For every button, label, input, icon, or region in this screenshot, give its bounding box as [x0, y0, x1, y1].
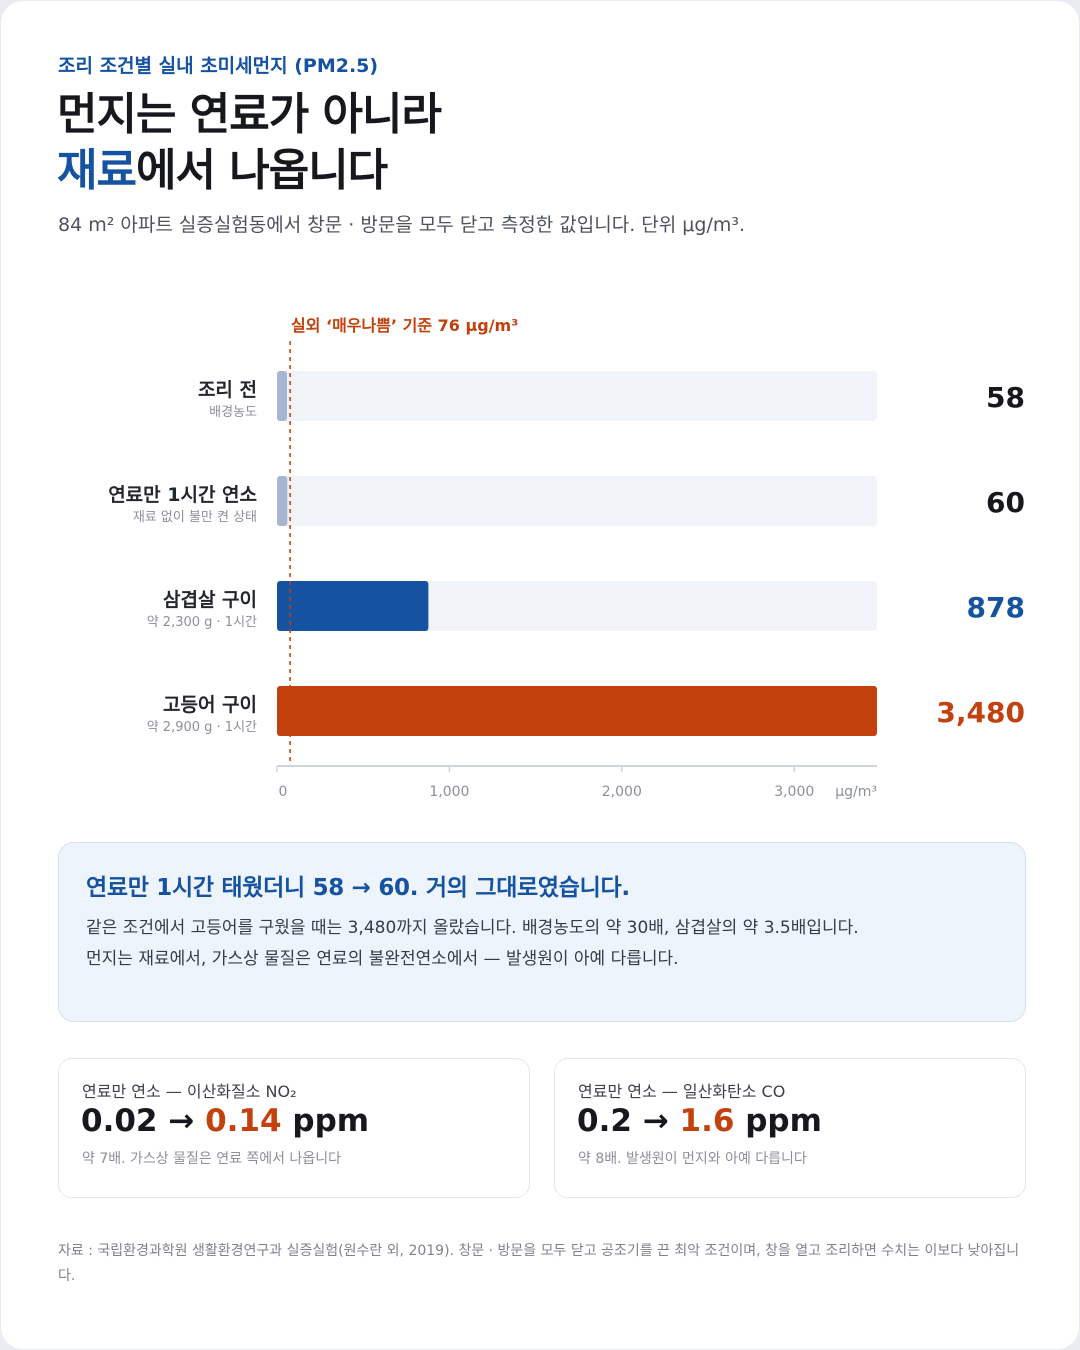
arrow-right-icon: → — [168, 1103, 194, 1139]
stat-title: 연료만 연소 — 일산화탄소 CO — [578, 1078, 785, 1102]
bar-sublabel: 재료 없이 불만 켠 상태 — [133, 510, 257, 525]
stat-card-no2: 연료만 연소 — 이산화질소 NO₂ 0.02 → 0.14 ppm 약 7배.… — [58, 1058, 530, 1198]
stat-from: 0.02 — [81, 1103, 158, 1139]
stat-from: 0.2 — [577, 1103, 632, 1139]
stat-value: 0.02 → 0.14 ppm — [81, 1103, 369, 1139]
headline-accent: 재료 — [57, 145, 136, 196]
stat-value: 0.2 → 1.6 ppm — [577, 1103, 822, 1139]
bar-label: 삼겹살 구이 — [163, 589, 257, 611]
x-tick-label: 0 — [279, 784, 288, 800]
stat-to: 1.6 — [680, 1103, 735, 1139]
callout-body-line-1: 같은 조건에서 고등어를 구웠을 때는 3,480까지 올랐습니다. 배경농도의… — [86, 913, 859, 944]
bar-sublabel: 약 2,900 g · 1시간 — [147, 720, 257, 735]
stat-to: 0.14 — [205, 1103, 282, 1139]
stat-unit: ppm — [745, 1103, 822, 1139]
bar — [277, 581, 428, 631]
headline-line-1: 먼지는 연료가 아니라 — [57, 87, 441, 143]
x-tick-label: 3,000 — [774, 784, 814, 800]
stat-title: 연료만 연소 — 이산화질소 NO₂ — [82, 1078, 297, 1102]
bar-track — [277, 371, 877, 421]
bar-track — [277, 476, 877, 526]
stat-note: 약 7배. 가스상 물질은 연료 쪽에서 나옵니다 — [82, 1148, 341, 1168]
callout-title: 연료만 1시간 태웠더니 58 → 60. 거의 그대로였습니다. — [86, 868, 630, 902]
headline: 먼지는 연료가 아니라 재료에서 나옵니다 — [57, 87, 441, 199]
subtitle: 84 m² 아파트 실증실험동에서 창문 · 방문을 모두 닫고 측정한 값입니… — [58, 210, 745, 237]
headline-line-2: 재료에서 나옵니다 — [57, 143, 441, 199]
bar-value-label: 3,480 — [936, 696, 1025, 729]
bar-value-label: 58 — [986, 381, 1025, 414]
bar-label: 고등어 구이 — [163, 694, 257, 716]
arrow-right-icon: → — [643, 1103, 669, 1139]
source-note: 자료 : 국립환경과학원 생활환경연구과 실증실험(원수란 외, 2019). … — [58, 1239, 1028, 1289]
x-axis-unit: μg/m³ — [835, 784, 877, 800]
stat-note: 약 8배. 발생원이 먼지와 아예 다릅니다 — [578, 1148, 807, 1168]
x-tick-label: 1,000 — [429, 784, 469, 800]
bar-label: 연료만 1시간 연소 — [108, 484, 257, 506]
callout-body: 같은 조건에서 고등어를 구웠을 때는 3,480까지 올랐습니다. 배경농도의… — [86, 913, 859, 975]
bar — [277, 476, 287, 526]
eyebrow: 조리 조건별 실내 초미세먼지 (PM2.5) — [58, 51, 378, 78]
bar-sublabel: 약 2,300 g · 1시간 — [147, 615, 257, 630]
bar — [277, 686, 877, 736]
callout-box: 연료만 1시간 태웠더니 58 → 60. 거의 그대로였습니다. 같은 조건에… — [58, 842, 1026, 1022]
headline-line-2-rest: 에서 나옵니다 — [136, 145, 387, 196]
bar-value-label: 60 — [986, 486, 1025, 519]
bar-value-label: 878 — [967, 591, 1025, 624]
reference-line-label: 실외 ‘매우나쁨’ 기준 76 μg/m³ — [291, 316, 518, 335]
stat-unit: ppm — [292, 1103, 369, 1139]
bar — [277, 371, 287, 421]
callout-body-line-2: 먼지는 재료에서, 가스상 물질은 연료의 불완전연소에서 — 발생원이 아예 … — [86, 944, 859, 975]
x-tick-label: 2,000 — [602, 784, 642, 800]
stat-card-co: 연료만 연소 — 일산화탄소 CO 0.2 → 1.6 ppm 약 8배. 발생… — [554, 1058, 1026, 1198]
bar-sublabel: 배경농도 — [209, 405, 257, 420]
bar-label: 조리 전 — [198, 379, 257, 401]
